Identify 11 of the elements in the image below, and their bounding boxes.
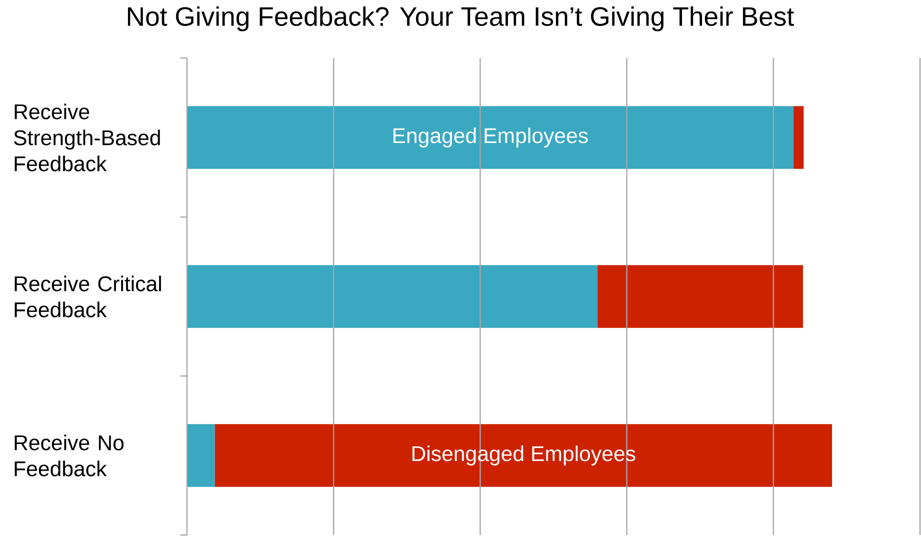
bar	[187, 265, 598, 328]
bar	[214, 424, 832, 487]
bar	[187, 424, 215, 487]
y-tick-label: Receive Critical Feedback	[14, 276, 161, 318]
y-tick-label: Receive No Feedback	[14, 434, 124, 476]
bar	[187, 106, 794, 169]
bar	[793, 106, 804, 169]
series-label: Engaged Employees	[393, 128, 588, 148]
y-tick-label: Receive Strength-Based Feedback	[14, 104, 160, 172]
chart-title: Not Giving Feedback? Your Team Isn’t Giving Their Best	[128, 6, 794, 32]
bar	[597, 265, 803, 328]
